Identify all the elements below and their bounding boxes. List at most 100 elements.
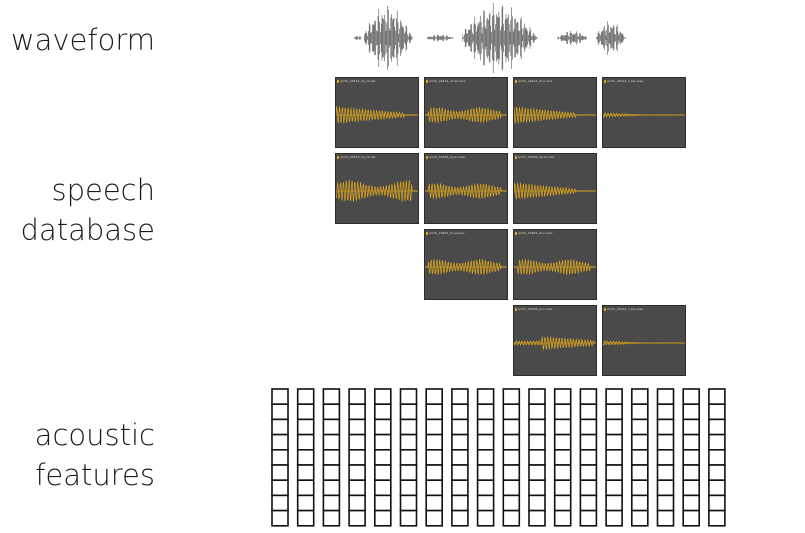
feature-cell [271,479,289,497]
feature-cell [708,509,726,527]
feature-cell [605,403,623,421]
feature-vector [708,388,726,527]
feature-cell [374,433,392,451]
unit-trace [514,258,596,275]
unit-waveform [514,258,596,275]
feature-cell [425,509,443,527]
feature-cell [348,509,366,527]
feature-cell [528,479,546,497]
feature-cell [425,418,443,436]
feature-vector [553,388,572,527]
feature-cell [425,494,443,512]
feature-vector [502,388,521,527]
feature-cell [579,418,598,436]
feature-vector [579,388,598,527]
feature-cell [348,464,366,481]
feature-cell [502,509,521,527]
feature-cell [476,388,495,405]
feature-cell [322,509,341,527]
feature-cell [451,388,469,405]
feature-vector [322,388,341,527]
feature-cell [399,403,418,421]
feature-vector [374,388,392,527]
tile-title: arctic_b0462_m-ax.wav [429,231,465,235]
feature-cell [502,418,521,436]
feature-cell [605,494,623,512]
feature-vector [425,388,443,527]
file-icon [426,80,428,83]
unit-trace [336,106,418,124]
feature-vector [348,388,366,527]
feature-cell [528,448,546,466]
unit-trace [603,112,685,119]
feature-cell [682,388,701,405]
feature-cell [348,388,366,405]
feature-cell [502,464,521,481]
file-icon [515,80,517,83]
feature-cell [271,509,289,527]
feature-cell [656,494,675,512]
unit-waveform [336,106,418,124]
tile-title: arctic_a0422_ax-n-axis [518,79,553,83]
feature-cell [322,418,341,436]
tile-title: arctic_b0434_hp_recast [340,79,376,83]
feature-cell [708,433,726,451]
feature-cell [271,433,289,451]
feature-cell [605,509,623,527]
feature-cell [425,448,443,466]
feature-cell [502,448,521,466]
tile-title: arctic_a0412_n-pau.wav [607,79,644,83]
database-unit-tile: arctic_b0434_hp_recast [335,153,419,224]
feature-cell [605,448,623,466]
feature-cell [374,464,392,481]
feature-cell [630,403,649,421]
feature-cell [271,494,289,512]
unit-waveform [514,182,596,200]
feature-cell [708,403,726,421]
unit-waveform [514,106,596,124]
feature-cell [451,433,469,451]
database-unit-tile: arctic_a0412_uh-ax-axis [424,77,508,148]
feature-cell [630,418,649,436]
feature-cell [322,403,341,421]
feature-cell [502,403,521,421]
unit-waveform [514,336,596,350]
feature-cell [296,448,315,466]
feature-cell [374,479,392,497]
database-unit-tile: arctic_a0422_ax-n-axis [513,77,597,148]
feature-cell [553,494,572,512]
feature-cell [451,464,469,481]
feature-cell [528,464,546,481]
feature-cell [579,509,598,527]
feature-cell [425,388,443,405]
feature-cell [399,388,418,405]
feature-cell [605,388,623,405]
unit-waveform [603,112,685,119]
feature-cell [630,388,649,405]
database-unit-tile: arctic_a0412_n-pau.wav [602,305,686,376]
tile-title: arctic_b0434_hp_recast [340,155,376,159]
feature-cell [451,403,469,421]
feature-cell [682,433,701,451]
database-unit-tile: arctic_b0438_ax-n.wav [513,305,597,376]
feature-cell [553,509,572,527]
unit-trace [425,107,507,123]
waveform-trace [353,2,627,74]
database-unit-tile: arctic_b0436_ax-ax.wav [424,153,508,224]
feature-cell [451,479,469,497]
feature-vector [296,388,315,527]
feature-cell [579,388,598,405]
feature-cell [425,479,443,497]
feature-cell [296,403,315,421]
feature-cell [271,448,289,466]
feature-cell [451,509,469,527]
feature-cell [296,433,315,451]
feature-cell [451,494,469,512]
database-unit-tile: arctic_b0462_ax-n.wav [513,229,597,300]
unit-trace [514,182,596,200]
feature-cell [682,403,701,421]
file-icon [515,156,517,159]
feature-cell [579,479,598,497]
feature-cell [528,388,546,405]
feature-cell [605,479,623,497]
